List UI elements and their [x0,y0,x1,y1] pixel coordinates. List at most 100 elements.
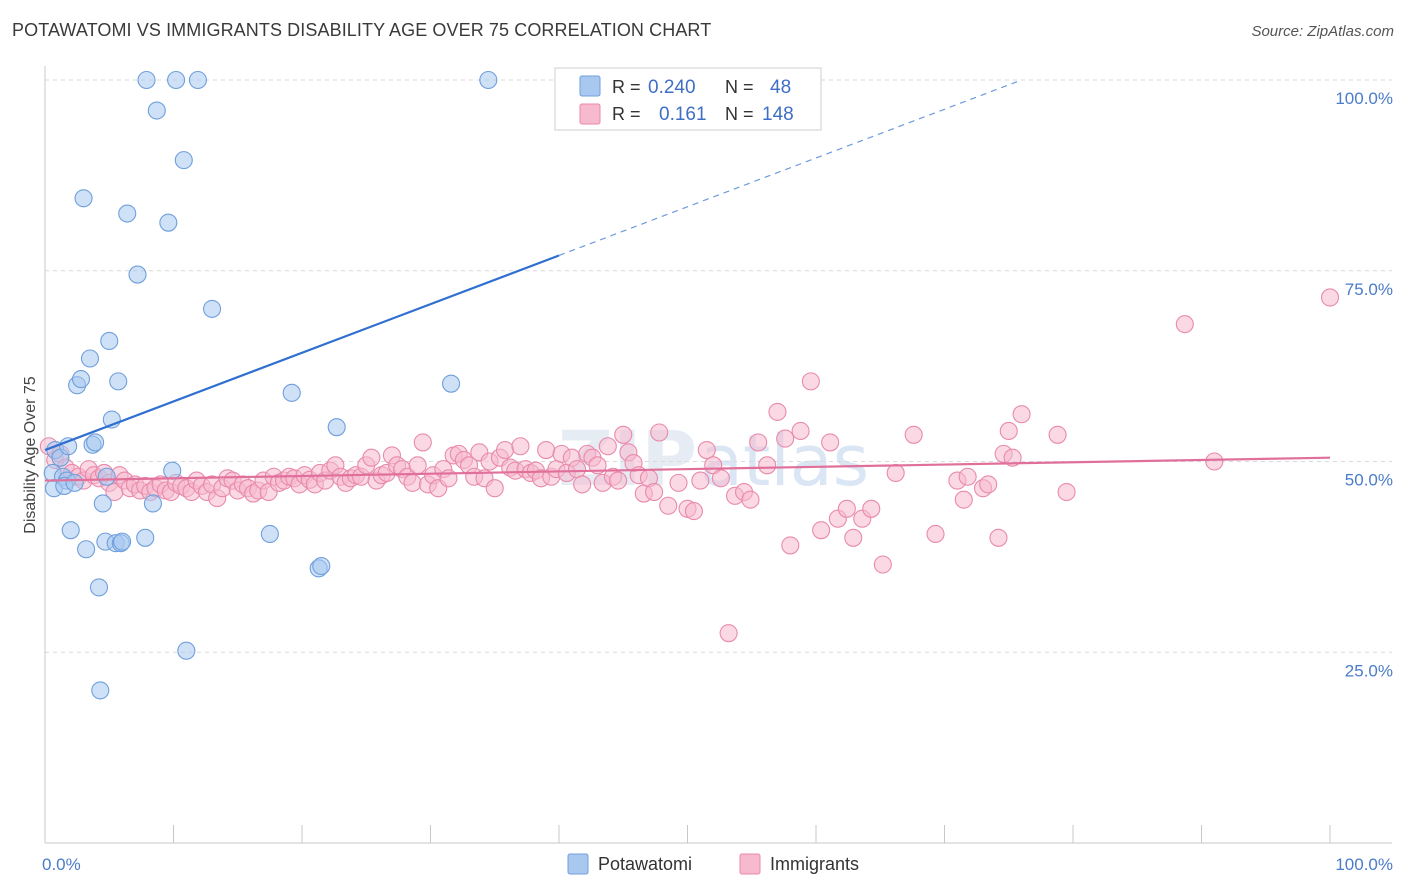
bottom-legend-potawatomi: Potawatomi [598,854,692,874]
y-tick-label-1: 50.0% [1345,471,1393,490]
y-axis-label: Disability Age Over 75 [22,376,39,534]
immigrants-point-110 [609,471,628,490]
immigrants-point-70 [403,473,422,492]
potawatomi-point-28 [128,265,147,284]
legend-swatch-potawatomi [579,75,601,97]
immigrants-point-160 [1057,482,1076,502]
potawatomi-point-33 [159,213,178,232]
axes [44,66,1392,844]
bottom-legend-immigrants: Immigrants [770,854,859,874]
immigrants-point-153 [979,475,998,494]
immigrants-point-62 [362,448,381,467]
immigrants-point-142 [844,528,863,547]
trend-lines [44,79,1331,482]
immigrants-point-96 [537,441,556,460]
immigrants-point-118 [650,423,669,442]
potawatomi-trend-line [44,254,560,452]
series-legend: Potawatomi Immigrants [567,853,859,875]
immigrants-point-131 [749,433,768,452]
immigrants-point-151 [958,467,977,486]
potawatomi-point-8 [61,521,80,540]
immigrants-point-103 [573,475,592,494]
immigrants-point-124 [697,441,716,460]
potawatomi-trend-extension [558,79,1022,257]
potawatomi-point-18 [91,681,110,700]
potawatomi-point-32 [147,101,166,120]
immigrants-point-145 [873,555,892,574]
immigrants-points [39,288,1340,643]
immigrants-point-136 [791,421,810,441]
immigrants-point-126 [711,469,730,488]
immigrants-point-88 [495,441,515,460]
immigrants-point-123 [691,471,710,490]
potawatomi-point-41 [282,383,301,402]
legend-n-label-1: N = [725,77,754,97]
potawatomi-point-39 [203,299,222,318]
potawatomi-point-13 [77,540,96,559]
tick-labels: 25.0% 50.0% 75.0% 100.0% 0.0% 100.0% [42,89,1393,874]
immigrants-point-157 [1003,448,1022,467]
legend-swatch-immigrants [579,103,601,125]
immigrants-point-147 [904,425,923,444]
y-tick-label-0: 25.0% [1345,661,1393,680]
potawatomi-point-27 [118,204,137,223]
immigrants-point-108 [598,437,617,456]
x-tick-label-0: 0.0% [42,855,81,874]
chart-title: POTAWATOMI VS IMMIGRANTS DISABILITY AGE … [12,20,712,40]
potawatomi-point-14 [80,349,100,368]
immigrants-point-158 [1012,405,1031,424]
potawatomi-point-16 [86,433,105,452]
potawatomi-point-36 [174,151,193,170]
immigrants-point-122 [684,502,703,521]
bottom-legend-swatch-immigrants [739,853,761,875]
immigrants-point-137 [801,372,820,391]
immigrants-point-111 [614,425,633,444]
immigrants-point-134 [776,429,795,448]
potawatomi-point-37 [177,641,196,660]
potawatomi-point-40 [260,524,279,544]
immigrants-point-163 [1320,288,1340,307]
y-tick-label-2: 75.0% [1345,280,1393,299]
potawatomi-point-9 [65,473,84,492]
immigrants-point-127 [719,624,738,643]
immigrants-point-144 [862,499,881,518]
potawatomi-point-21 [100,331,119,350]
immigrants-point-132 [758,456,777,475]
immigrants-point-148 [926,524,945,544]
immigrants-point-135 [781,536,800,555]
immigrants-point-120 [669,473,688,492]
potawatomi-point-24 [109,372,128,391]
immigrants-point-119 [659,496,678,515]
immigrants-point-139 [821,433,840,452]
potawatomi-point-26 [113,532,132,551]
immigrants-point-72 [413,433,432,452]
immigrants-point-146 [886,463,905,482]
legend-n-label-2: N = [725,104,754,124]
potawatomi-point-30 [137,70,156,90]
immigrants-point-71 [408,456,427,475]
potawatomi-point-44 [327,418,346,437]
potawatomi-point-11 [71,370,91,389]
bottom-legend-swatch-potawatomi [567,853,589,875]
potawatomi-point-45 [442,374,461,393]
immigrants-point-86 [485,479,504,498]
immigrants-point-102 [567,460,587,479]
immigrants-point-159 [1048,425,1067,444]
immigrants-point-130 [741,490,760,509]
immigrants-point-91 [511,437,530,456]
immigrants-point-161 [1175,315,1194,334]
immigrants-point-138 [812,521,831,540]
potawatomi-point-17 [89,578,109,597]
immigrants-point-133 [768,402,787,421]
potawatomi-point-38 [188,70,207,90]
legend-r-value-1: 0.240 [648,77,696,98]
immigrants-point-162 [1205,452,1224,471]
potawatomi-point-31 [143,494,162,513]
potawatomi-point-47 [97,467,116,486]
potawatomi-point-12 [74,189,93,208]
potawatomi-points [43,70,498,700]
legend-n-value-1: 48 [770,77,791,98]
correlation-legend: R = 0.240 N = 48 R = 0.161 N = 148 [554,67,822,131]
y-tick-label-3: 100.0% [1335,89,1393,108]
